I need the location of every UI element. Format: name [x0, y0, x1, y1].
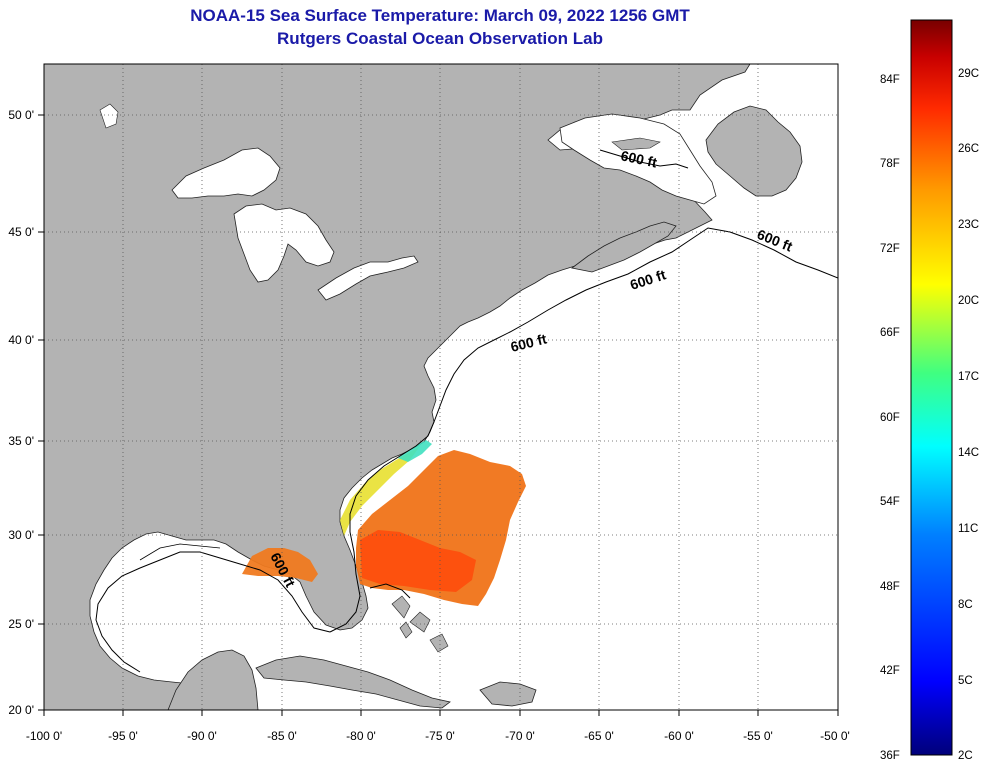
- colorbar-c-label: 8C: [958, 599, 973, 611]
- isobath-600ft-florida-straits: [369, 583, 411, 599]
- isobath-600ft-st-lawrence: [599, 149, 689, 169]
- nova-scotia-land: [571, 221, 677, 273]
- lon-tick-label: -55 0': [743, 729, 773, 743]
- sst-gulf-of-mexico: [242, 548, 318, 582]
- lon-tick-label: -50 0': [820, 729, 850, 743]
- longitude-labels: -100 0' -95 0' -90 0' -85 0' -80 0' -75 …: [26, 729, 850, 743]
- map-title: NOAA-15 Sea Surface Temperature: March 0…: [190, 6, 690, 25]
- colorbar-f-labels: 84F 78F 72F 66F 60F 54F 48F 42F 36F: [880, 74, 900, 762]
- lat-tick-label: 50 0': [8, 108, 34, 122]
- colorbar-f-label: 48F: [880, 581, 900, 593]
- lake-michigan-huron: [233, 203, 335, 283]
- lake-winnipeg: [99, 103, 119, 129]
- lon-tick-label: -90 0': [187, 729, 217, 743]
- graticule: [44, 64, 838, 710]
- isobath-600ft-gulf-inner: [139, 543, 221, 561]
- colorbar-f-label: 42F: [880, 665, 900, 677]
- lat-tick-label: 20 0': [8, 703, 34, 717]
- colorbar: [910, 19, 953, 756]
- axis-ticks: [38, 114, 839, 716]
- yucatan-land: [167, 649, 259, 710]
- anticosti-island: [611, 137, 661, 151]
- colorbar-f-label: 60F: [880, 412, 900, 424]
- colorbar-f-label: 66F: [880, 327, 900, 339]
- map-subtitle: Rutgers Coastal Ocean Observation Lab: [277, 29, 603, 48]
- sst-hatteras-cold: [398, 440, 432, 462]
- cuba-land: [255, 655, 451, 709]
- isobath-600ft-atlantic: [329, 227, 838, 633]
- lon-tick-label: -80 0': [346, 729, 376, 743]
- colorbar-c-label: 5C: [958, 675, 973, 687]
- lat-tick-label: 30 0': [8, 528, 34, 542]
- lake-erie-ontario: [317, 255, 419, 301]
- lat-tick-label: 45 0': [8, 225, 34, 239]
- map-frame: [43, 63, 839, 711]
- colorbar-c-label: 20C: [958, 295, 979, 307]
- colorbar-c-label: 29C: [958, 68, 979, 80]
- colorbar-f-label: 72F: [880, 243, 900, 255]
- colorbar-c-label: 14C: [958, 447, 979, 459]
- lon-tick-label: -65 0': [584, 729, 614, 743]
- lat-tick-label: 35 0': [8, 434, 34, 448]
- sst-warm-core: [360, 530, 476, 592]
- colorbar-c-label: 17C: [958, 371, 979, 383]
- lon-tick-label: -70 0': [505, 729, 535, 743]
- colorbar-c-labels: 29C 26C 23C 20C 17C 14C 11C 8C 5C 2C: [958, 68, 979, 762]
- colorbar-c-label: 26C: [958, 143, 979, 155]
- isobath-label: 600 ft: [619, 147, 658, 170]
- isobath-600ft-gulf: [95, 551, 331, 673]
- lon-tick-label: -60 0': [664, 729, 694, 743]
- lon-tick-label: -85 0': [267, 729, 297, 743]
- lat-tick-label: 40 0': [8, 333, 34, 347]
- colorbar-f-label: 54F: [880, 496, 900, 508]
- lon-tick-label: -95 0': [108, 729, 138, 743]
- colorbar-c-label: 23C: [958, 219, 979, 231]
- newfoundland-land: [705, 105, 803, 197]
- colorbar-f-label: 84F: [880, 74, 900, 86]
- lon-tick-label: -100 0': [26, 729, 62, 743]
- lat-tick-label: 25 0': [8, 617, 34, 631]
- sst-shelf-cool: [340, 446, 420, 536]
- lon-tick-label: -75 0': [425, 729, 455, 743]
- hispaniola-land: [479, 681, 537, 707]
- colorbar-c-label: 2C: [958, 750, 973, 762]
- latitude-labels: 50 0' 45 0' 40 0' 35 0' 30 0' 25 0' 20 0…: [8, 108, 34, 717]
- lake-superior: [171, 147, 281, 199]
- colorbar-f-label: 36F: [880, 750, 900, 762]
- colorbar-f-label: 78F: [880, 158, 900, 170]
- colorbar-c-label: 11C: [958, 523, 978, 535]
